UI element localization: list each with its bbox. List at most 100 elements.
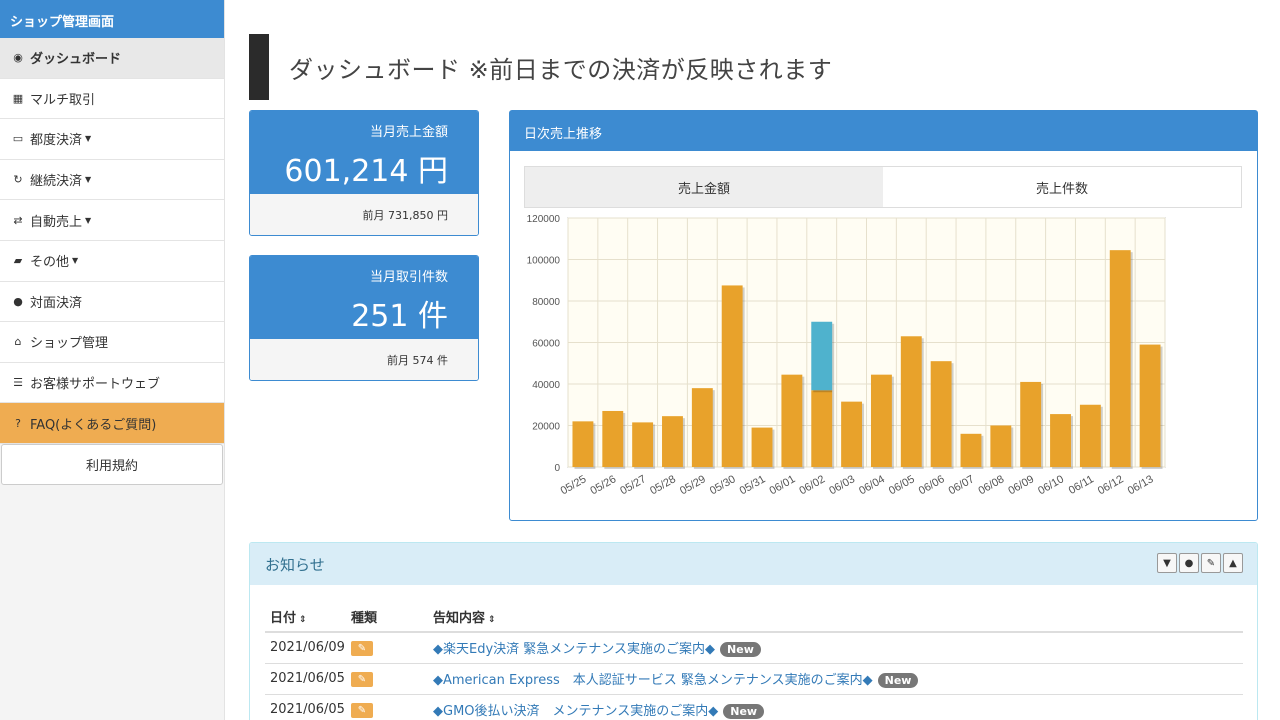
bar bbox=[990, 425, 1012, 467]
bar bbox=[841, 401, 863, 467]
x-tick-label: 06/13 bbox=[1126, 473, 1156, 497]
sidebar-item-4[interactable]: ⇄ 自動売上 ▼ bbox=[0, 200, 224, 241]
dashboard-icon: ◉ bbox=[13, 51, 23, 65]
bar bbox=[691, 388, 713, 467]
x-tick-label: 05/29 bbox=[678, 473, 708, 497]
sidebar-item-6[interactable]: ● 対面決済 bbox=[0, 281, 224, 323]
terms-link[interactable]: 利用規約 bbox=[1, 443, 223, 485]
x-tick-label: 06/02 bbox=[797, 473, 827, 497]
bar bbox=[632, 422, 654, 467]
sidebar-item-5[interactable]: ▰ その他 ▼ bbox=[0, 240, 224, 282]
sidebar-item-label: 継続決済 bbox=[30, 174, 83, 190]
sidebar-item-label: 都度決済 bbox=[30, 133, 83, 149]
sort-icon: ⇕ bbox=[488, 614, 496, 625]
bar bbox=[572, 421, 594, 467]
refresh-icon: ↻ bbox=[13, 173, 23, 187]
x-tick-label: 06/07 bbox=[947, 473, 977, 497]
bar bbox=[870, 374, 892, 467]
y-tick-label: 80000 bbox=[532, 297, 560, 308]
notice-date: 2021/06/09 bbox=[265, 632, 346, 664]
sidebar-item-3[interactable]: ↻ 継続決済 ▼ bbox=[0, 159, 224, 201]
notice-content: ◆GMO後払い決済 メンテナンス実施のご案内◆ New bbox=[428, 694, 1243, 720]
x-tick-label: 05/26 bbox=[588, 473, 618, 497]
x-tick-label: 06/10 bbox=[1036, 473, 1066, 497]
monthly-count-value: 251 件 bbox=[351, 299, 448, 334]
bar bbox=[930, 361, 952, 467]
x-tick-label: 06/11 bbox=[1067, 473, 1096, 497]
sidebar-item-label: ショップ管理 bbox=[30, 336, 109, 352]
bar bbox=[602, 410, 624, 467]
bar bbox=[1109, 250, 1131, 467]
sidebar-item-9[interactable]: ? FAQ(よくあるご質問) bbox=[0, 403, 224, 444]
x-tick-label: 06/08 bbox=[976, 473, 1006, 497]
page-header: ダッシュボード ※前日までの決済が反映されます bbox=[249, 34, 832, 100]
sidebar-item-7[interactable]: ⌂ ショップ管理 bbox=[0, 322, 224, 363]
monthly-sales-card: 当月売上金額 601,214 円 前月 731,850 円 bbox=[249, 110, 479, 236]
x-tick-label: 06/01 bbox=[768, 473, 798, 497]
sidebar-item-8[interactable]: ☰ お客様サポートウェブ bbox=[0, 362, 224, 404]
bar bbox=[900, 336, 922, 467]
notice-type: ✎ bbox=[346, 694, 428, 720]
grid-icon: ▦ bbox=[12, 91, 24, 105]
header-date[interactable]: 日付 ⇕ bbox=[265, 601, 346, 633]
new-badge: New bbox=[723, 704, 765, 719]
wrench-icon[interactable]: ✎ bbox=[1201, 553, 1221, 573]
monthly-count-label: 当月取引件数 bbox=[369, 270, 448, 285]
wrench-icon: ✎ bbox=[351, 671, 373, 687]
notice-title: お知らせ bbox=[265, 556, 325, 574]
caret-down-icon: ▼ bbox=[72, 256, 79, 266]
bar bbox=[1050, 414, 1071, 467]
x-tick-label: 05/28 bbox=[648, 473, 678, 497]
notice-date: 2021/06/05 bbox=[265, 663, 346, 695]
bar bbox=[1020, 381, 1042, 467]
caret-down-icon: ▼ bbox=[85, 175, 92, 185]
sidebar-item-label: その他 bbox=[30, 255, 70, 271]
monthly-count-card: 当月取引件数 251 件 前月 574 件 bbox=[249, 255, 479, 381]
notice-link[interactable]: ◆楽天Edy決済 緊急メンテナンス実施のご案内◆ bbox=[433, 642, 716, 658]
tab-sales-count[interactable]: 売上件数 bbox=[1035, 181, 1088, 197]
notice-link[interactable]: ◆GMO後払い決済 メンテナンス実施のご案内◆ bbox=[433, 704, 719, 719]
warning-icon[interactable]: ▲ bbox=[1223, 553, 1243, 573]
y-tick-label: 120000 bbox=[527, 214, 561, 225]
main-content: ダッシュボード ※前日までの決済が反映されます 当月売上金額 601,214 円… bbox=[249, 0, 1259, 720]
notice-table: 日付 ⇕ 種類 告知内容 ⇕ 2021/06/09 ✎ ◆楽天Edy決済 緊急メンテナン… bbox=[265, 601, 1243, 720]
list-icon: ☰ bbox=[13, 376, 23, 390]
tab-sales-amount[interactable]: 売上金額 bbox=[525, 167, 883, 207]
sidebar-item-label: ダッシュボード bbox=[30, 52, 122, 68]
sort-icon: ⇕ bbox=[299, 614, 307, 625]
bar bbox=[811, 321, 833, 391]
x-tick-label: 06/06 bbox=[917, 473, 947, 497]
wrench-icon: ✎ bbox=[351, 640, 373, 656]
download-icon[interactable]: ● bbox=[1179, 553, 1199, 573]
folder-open-icon: ▰ bbox=[13, 254, 23, 268]
notice-link[interactable]: ◆American Express 本人認証サービス 緊急メンテナンス実施のご案… bbox=[433, 673, 873, 688]
x-tick-label: 05/25 bbox=[559, 473, 589, 497]
sidebar-item-label: FAQ(よくあるご質問) bbox=[30, 417, 157, 433]
filter-icon[interactable]: ▼ bbox=[1157, 553, 1177, 573]
bar bbox=[721, 285, 743, 467]
sidebar-header: ショップ管理画面 bbox=[0, 0, 224, 38]
header-content[interactable]: 告知内容 ⇕ bbox=[428, 601, 1243, 633]
sidebar-item-2[interactable]: ▭ 都度決済 ▼ bbox=[0, 119, 224, 160]
sidebar: ショップ管理画面 ◉ ダッシュボード ▦ マルチ取引 ▭ 都度決済 ▼ ↻ 継続決済 ▼ ⇄ 自動売上… bbox=[0, 0, 225, 720]
caret-down-icon: ▼ bbox=[85, 215, 92, 225]
caret-down-icon: ▼ bbox=[85, 134, 92, 144]
bar bbox=[781, 374, 803, 467]
notice-panel: お知らせ ▼ ● ✎ ▲ 日付 ⇕ 種類 告知内容 ⇕ 2021/06/09 ✎ ◆楽天… bbox=[249, 542, 1258, 720]
monthly-sales-label: 当月売上金額 bbox=[369, 125, 448, 140]
x-tick-label: 05/31 bbox=[738, 473, 768, 497]
bar bbox=[960, 433, 982, 467]
notice-content: ◆楽天Edy決済 緊急メンテナンス実施のご案内◆ New bbox=[428, 632, 1243, 664]
notice-date: 2021/06/05 bbox=[265, 694, 346, 720]
prev-month-sales: 前月 731,850 円 bbox=[250, 194, 478, 235]
wrench-icon: ✎ bbox=[351, 702, 373, 718]
notice-tools: ▼ ● ✎ ▲ bbox=[1157, 553, 1243, 573]
bar bbox=[1139, 344, 1161, 467]
sidebar-item-0[interactable]: ◉ ダッシュボード bbox=[0, 38, 224, 79]
notice-row: 2021/06/09 ✎ ◆楽天Edy決済 緊急メンテナンス実施のご案内◆ New bbox=[265, 632, 1243, 664]
sidebar-item-label: お客様サポートウェブ bbox=[30, 377, 161, 393]
y-tick-label: 0 bbox=[554, 463, 560, 474]
sidebar-item-1[interactable]: ▦ マルチ取引 bbox=[0, 78, 224, 120]
chart-tabs: 売上金額 売上件数 bbox=[524, 166, 1242, 208]
x-tick-label: 05/30 bbox=[708, 473, 738, 497]
